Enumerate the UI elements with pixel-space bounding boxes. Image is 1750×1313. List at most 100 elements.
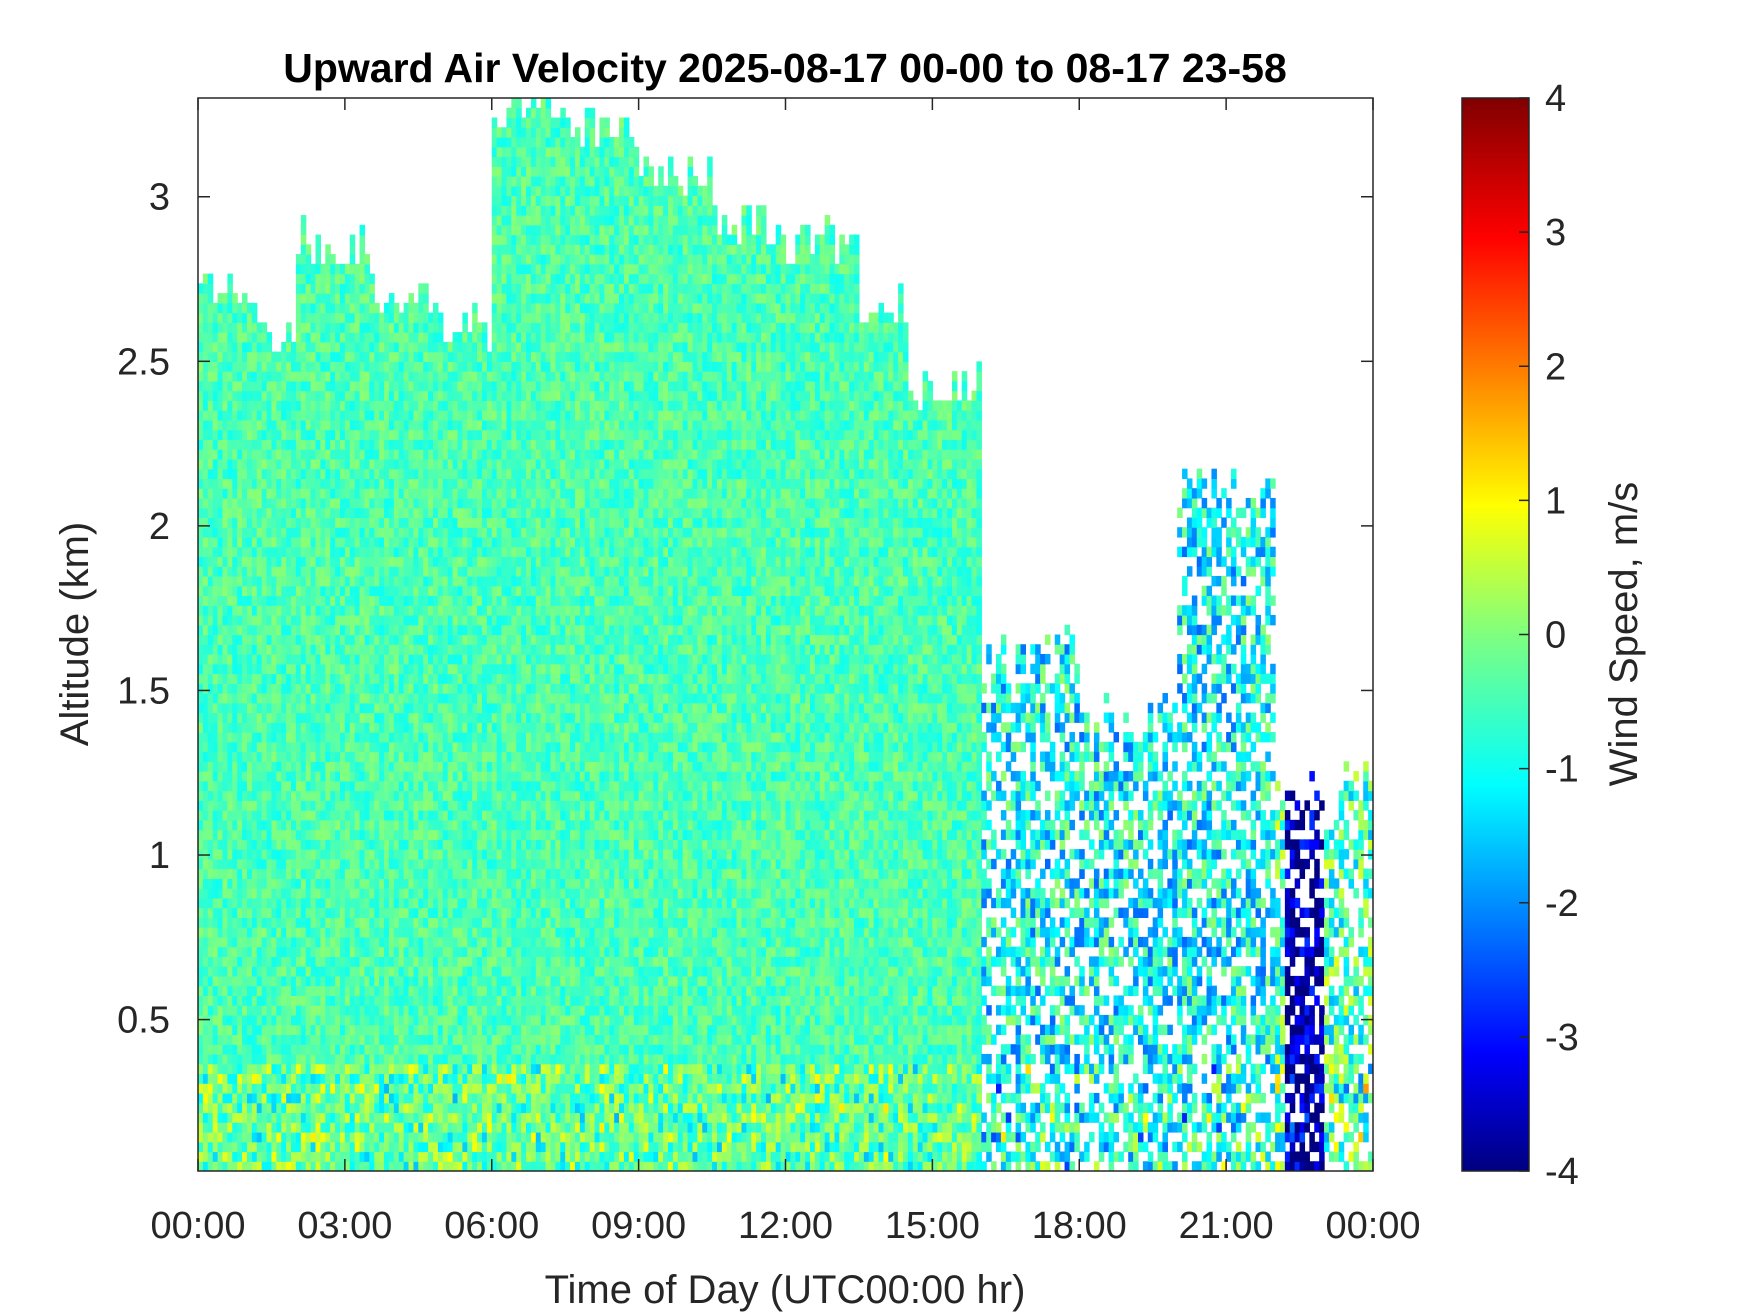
heatmap-cell bbox=[452, 585, 459, 597]
heatmap-cell bbox=[408, 751, 415, 762]
heatmap-cell bbox=[359, 927, 366, 938]
heatmap-cell bbox=[261, 810, 268, 821]
heatmap-cell bbox=[237, 936, 243, 948]
heatmap-cell bbox=[393, 956, 400, 967]
heatmap-cell bbox=[212, 312, 219, 323]
heatmap-cell bbox=[403, 1083, 410, 1094]
heatmap-cell bbox=[388, 1122, 395, 1133]
heatmap-cell bbox=[261, 683, 268, 694]
heatmap-cell bbox=[364, 712, 370, 723]
heatmap-cell bbox=[300, 1024, 307, 1036]
heatmap-cell bbox=[217, 614, 224, 626]
heatmap-cell bbox=[354, 478, 361, 489]
heatmap-cell bbox=[291, 585, 297, 597]
heatmap-cell bbox=[305, 497, 312, 509]
heatmap-cell bbox=[418, 819, 424, 831]
heatmap-cell bbox=[207, 712, 214, 723]
heatmap-cell bbox=[418, 810, 424, 821]
heatmap-cell bbox=[344, 936, 351, 948]
heatmap-cell bbox=[384, 849, 390, 860]
heatmap-cell bbox=[433, 380, 439, 392]
heatmap-cell bbox=[232, 517, 238, 528]
heatmap-cell bbox=[428, 605, 434, 616]
heatmap-cell bbox=[227, 790, 233, 801]
heatmap-cell bbox=[320, 585, 326, 597]
heatmap-cell bbox=[325, 244, 331, 255]
heatmap-cell bbox=[315, 566, 321, 577]
heatmap-cell bbox=[398, 771, 405, 782]
heatmap-cell bbox=[202, 819, 209, 831]
heatmap-cell bbox=[325, 478, 331, 489]
heatmap-cell bbox=[295, 605, 302, 616]
heatmap-cell bbox=[442, 771, 449, 782]
heatmap-cell bbox=[344, 868, 351, 879]
heatmap-cell bbox=[320, 858, 326, 870]
heatmap-cell bbox=[403, 722, 410, 733]
heatmap-cell bbox=[207, 975, 214, 987]
heatmap-cell bbox=[418, 341, 424, 353]
heatmap-cell bbox=[447, 449, 454, 460]
heatmap-cell bbox=[335, 566, 341, 577]
heatmap-cell bbox=[413, 1073, 419, 1084]
heatmap-cell bbox=[271, 1063, 277, 1075]
heatmap-cell bbox=[232, 1044, 238, 1055]
heatmap-cell bbox=[379, 1014, 385, 1026]
heatmap-cell bbox=[320, 741, 326, 753]
heatmap-cell bbox=[423, 322, 429, 333]
heatmap-cell bbox=[452, 771, 459, 782]
heatmap-cell bbox=[364, 956, 370, 967]
heatmap-cell bbox=[344, 439, 351, 450]
heatmap-cell bbox=[437, 614, 444, 626]
heatmap-cell bbox=[344, 419, 351, 431]
heatmap-cell bbox=[398, 546, 405, 558]
heatmap-cell bbox=[442, 1024, 449, 1036]
heatmap-cell bbox=[325, 332, 331, 343]
heatmap-cell bbox=[452, 517, 459, 528]
heatmap-cell bbox=[364, 419, 370, 431]
heatmap-cell bbox=[403, 995, 410, 1006]
heatmap-cell bbox=[349, 741, 356, 753]
heatmap-cell bbox=[276, 449, 282, 460]
heatmap-cell bbox=[251, 790, 258, 801]
heatmap-cell bbox=[374, 761, 380, 772]
heatmap-cell bbox=[212, 693, 219, 704]
heatmap-cell bbox=[276, 1073, 282, 1084]
heatmap-cell bbox=[232, 975, 238, 987]
heatmap-cell bbox=[256, 1005, 263, 1016]
heatmap-cell bbox=[232, 790, 238, 801]
heatmap-cell bbox=[462, 1014, 468, 1026]
heatmap-cell bbox=[393, 839, 400, 850]
heatmap-cell bbox=[222, 497, 228, 509]
heatmap-cell bbox=[339, 624, 346, 636]
heatmap-cell bbox=[388, 322, 395, 333]
heatmap-cell bbox=[364, 732, 370, 743]
heatmap-cell bbox=[300, 419, 307, 431]
heatmap-cell bbox=[266, 888, 273, 899]
heatmap-cell bbox=[286, 585, 292, 597]
heatmap-cell bbox=[335, 468, 341, 480]
heatmap-cell bbox=[217, 985, 224, 997]
heatmap-cell bbox=[325, 595, 331, 606]
heatmap-cell bbox=[423, 1131, 429, 1143]
heatmap-cell bbox=[437, 468, 444, 480]
heatmap-cell bbox=[217, 468, 224, 480]
heatmap-cell bbox=[207, 1112, 214, 1123]
heatmap-cell bbox=[423, 839, 429, 850]
heatmap-cell bbox=[246, 1024, 253, 1036]
heatmap-cell bbox=[354, 351, 361, 362]
heatmap-cell bbox=[291, 536, 297, 548]
heatmap-cell bbox=[222, 351, 228, 362]
heatmap-cell bbox=[300, 780, 307, 792]
heatmap-cell bbox=[359, 263, 366, 275]
heatmap-cell bbox=[403, 1044, 410, 1055]
heatmap-cell bbox=[256, 995, 263, 1006]
heatmap-cell bbox=[442, 507, 449, 519]
heatmap-cell bbox=[403, 488, 410, 499]
heatmap-cell bbox=[384, 1034, 390, 1045]
heatmap-cell bbox=[286, 966, 292, 977]
heatmap-cell bbox=[232, 741, 238, 753]
heatmap-cell bbox=[222, 693, 228, 704]
heatmap-cell bbox=[227, 712, 233, 723]
heatmap-cell bbox=[320, 1034, 326, 1045]
heatmap-cell bbox=[198, 761, 204, 772]
